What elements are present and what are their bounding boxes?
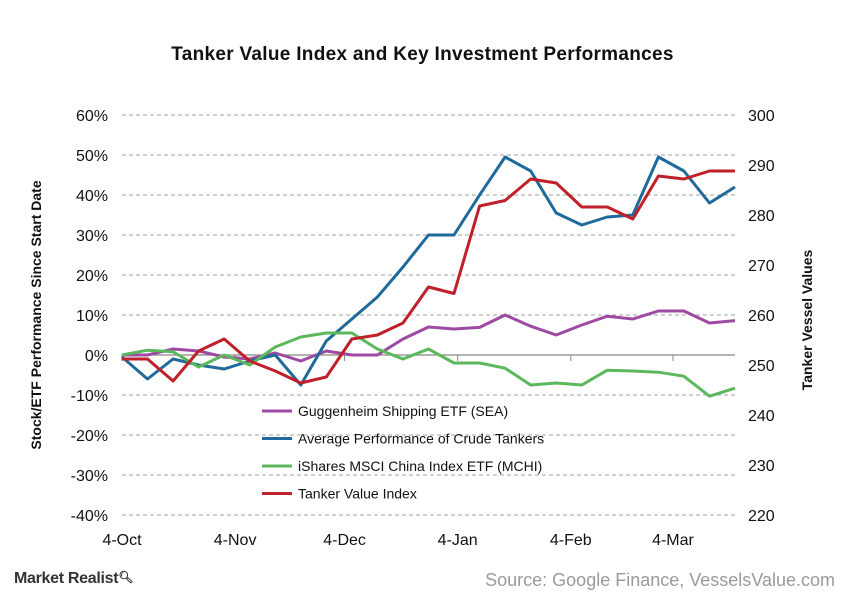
- series-line-0: [122, 309, 736, 363]
- y-tick-label: -20%: [71, 428, 108, 445]
- x-tick-label: 4-Nov: [214, 532, 257, 549]
- x-tick-label: 4-Oct: [102, 532, 142, 549]
- y2-tick-label: 230: [748, 458, 775, 475]
- legend-label: Guggenheim Shipping ETF (SEA): [298, 403, 508, 419]
- y-tick-label: 60%: [76, 108, 108, 125]
- y-tick-label: 10%: [76, 308, 108, 325]
- y-tick-label: -10%: [71, 388, 108, 405]
- x-tick-label: 4-Feb: [550, 532, 592, 549]
- y-tick-label: 0%: [85, 348, 108, 365]
- y-tick-label: 40%: [76, 188, 108, 205]
- y2-tick-label: 240: [748, 408, 775, 425]
- y-tick-label: -40%: [71, 508, 108, 525]
- legend-label: iShares MSCI China Index ETF (MCHI): [298, 458, 542, 474]
- y2-tick-label: 280: [748, 208, 775, 225]
- y2-axis-title: Tanker Vessel Values: [799, 249, 815, 390]
- y-axis-title: Stock/ETF Performance Since Start Date: [28, 180, 44, 449]
- x-tick-label: 4-Jan: [438, 532, 478, 549]
- source-note: Source: Google Finance, VesselsValue.com: [485, 570, 835, 590]
- y2-tick-label: 270: [748, 258, 775, 275]
- series-line-1: [121, 155, 736, 387]
- y-tick-label: -30%: [71, 468, 108, 485]
- y-tick-label: 50%: [76, 148, 108, 165]
- market-realist-logo: Market Realist🔍︎: [14, 570, 134, 588]
- chart-title: Tanker Value Index and Key Investment Pe…: [171, 44, 674, 65]
- y2-tick-label: 290: [748, 158, 775, 175]
- y2-tick-label: 250: [748, 358, 775, 375]
- y2-tick-label: 260: [748, 308, 775, 325]
- x-tick-label: 4-Dec: [323, 532, 366, 549]
- y2-tick-label: 300: [748, 108, 775, 125]
- legend-label: Tanker Value Index: [298, 486, 417, 502]
- series-line-3: [122, 169, 735, 385]
- y-tick-label: 30%: [76, 228, 108, 245]
- logo-text: Market Realist: [14, 570, 119, 587]
- y-tick-label: 20%: [76, 268, 108, 285]
- x-tick-label: 4-Mar: [652, 532, 694, 549]
- magnifier-icon: 🔍︎: [118, 570, 134, 584]
- legend-label: Average Performance of Crude Tankers: [298, 431, 544, 447]
- y2-tick-label: 220: [748, 508, 775, 525]
